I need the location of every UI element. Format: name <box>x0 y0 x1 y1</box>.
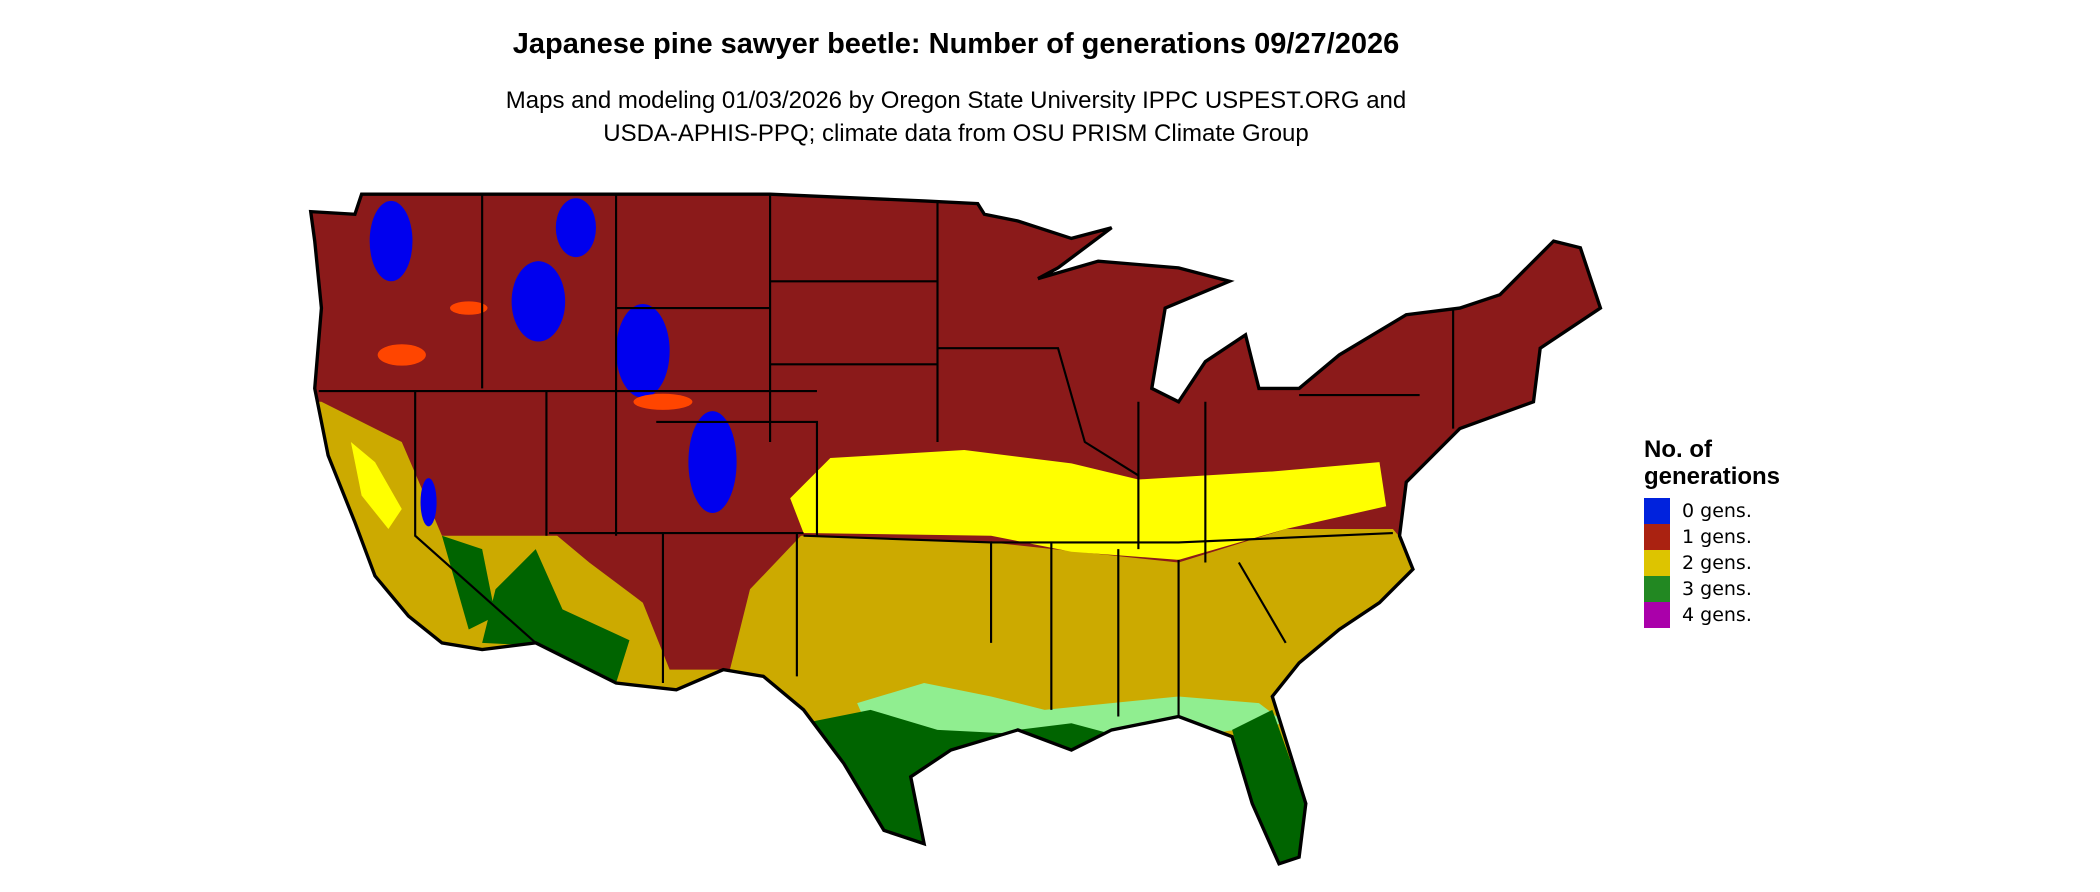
region-transition-yellow-west <box>350 441 402 530</box>
state-borders <box>318 194 1455 717</box>
region-transition-orange-wyoming <box>633 393 693 410</box>
map-subtitle: Maps and modeling 01/03/2026 by Oregon S… <box>0 84 1912 150</box>
region-0-gen-colorado <box>688 411 737 513</box>
legend-item: 0 gens. <box>1644 498 1780 524</box>
subtitle-line-1: Maps and modeling 01/03/2026 by Oregon S… <box>505 87 1407 114</box>
legend-label: 0 gens. <box>1682 500 1752 522</box>
legend-swatch <box>1644 602 1670 628</box>
legend-title-line-1: No. of <box>1644 436 1712 463</box>
legend-swatch <box>1644 550 1670 576</box>
legend-label: 3 gens. <box>1682 578 1752 600</box>
legend-item: 1 gens. <box>1644 524 1780 550</box>
subtitle-line-2: USDA-APHIS-PPQ; climate data from OSU PR… <box>603 120 1309 147</box>
legend-item: 3 gens. <box>1644 576 1780 602</box>
region-3-gen-florida <box>1232 709 1306 864</box>
legend-title-line-2: generations <box>1644 463 1781 490</box>
region-0-gen-montana <box>555 198 596 258</box>
legend-swatch <box>1644 576 1670 602</box>
legend-label: 1 gens. <box>1682 526 1752 548</box>
legend-title: No. of generations <box>1644 436 1780 490</box>
region-transition-orange-oregon <box>377 344 426 366</box>
us-outline <box>308 192 1603 866</box>
legend: No. of generations 0 gens. 1 gens. 2 gens.… <box>1644 436 1780 628</box>
region-0-gen-idaho <box>511 261 566 342</box>
legend-item: 4 gens. <box>1644 602 1780 628</box>
region-3-gen-louisiana <box>1017 723 1112 753</box>
region-3-gen-arizona <box>482 549 630 684</box>
legend-items: 0 gens. 1 gens. 2 gens. 3 gens. 4 gens. <box>1644 498 1780 628</box>
region-transition-orange-idaho <box>450 301 488 315</box>
region-1-gen-southwest-highlands <box>549 529 804 670</box>
legend-swatch <box>1644 498 1670 524</box>
legend-label: 4 gens. <box>1682 604 1752 626</box>
legend-item: 2 gens. <box>1644 550 1780 576</box>
region-transition-yellow <box>790 450 1387 560</box>
region-0-gen-washington <box>369 200 413 282</box>
legend-label: 2 gens. <box>1682 552 1752 574</box>
region-0-gen-sierra <box>420 478 437 527</box>
region-0-gen-wyoming <box>616 304 670 398</box>
map-title: Japanese pine sawyer beetle: Number of g… <box>512 28 1400 60</box>
legend-swatch <box>1644 524 1670 550</box>
